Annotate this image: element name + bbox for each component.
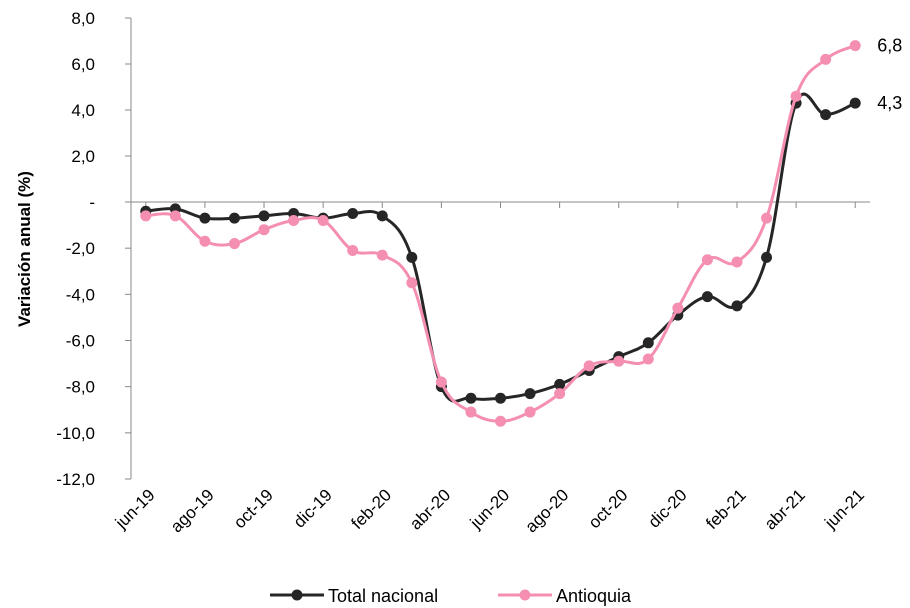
x-tick-label: oct-19	[230, 485, 277, 532]
y-tick-label: 6,0	[71, 55, 95, 74]
data-point-antioquia	[140, 210, 151, 221]
data-point-total-nacional	[702, 291, 713, 302]
data-point-antioquia	[820, 54, 831, 65]
legend-marker-total-nacional	[292, 590, 303, 601]
data-point-total-nacional	[199, 213, 210, 224]
x-tick-label: abr-20	[406, 485, 454, 533]
x-tick-label: abr-21	[761, 485, 809, 533]
data-point-total-nacional	[850, 98, 861, 109]
data-point-antioquia	[672, 303, 683, 314]
data-point-antioquia	[850, 40, 861, 51]
data-point-total-nacional	[347, 208, 358, 219]
data-point-antioquia	[259, 224, 270, 235]
data-point-antioquia	[495, 416, 506, 427]
legend: Total nacional Antioquia	[270, 586, 632, 606]
y-tick-label: -4,0	[66, 285, 95, 304]
data-point-total-nacional	[377, 210, 388, 221]
y-tick-label: 8,0	[71, 9, 95, 28]
y-tick-label: -2,0	[66, 239, 95, 258]
data-point-total-nacional	[495, 393, 506, 404]
series-line-antioquia	[146, 46, 855, 422]
series-line-total-nacional	[146, 94, 855, 401]
data-point-antioquia	[170, 210, 181, 221]
x-tick-label: oct-20	[585, 485, 632, 532]
data-point-antioquia	[791, 91, 802, 102]
end-label-total-nacional: 4,3	[877, 93, 902, 113]
data-point-antioquia	[761, 213, 772, 224]
data-point-antioquia	[199, 236, 210, 247]
y-tick-label: -	[89, 193, 95, 212]
data-point-antioquia	[406, 277, 417, 288]
data-point-antioquia	[318, 215, 329, 226]
x-tick-label: jun-20	[466, 485, 514, 533]
y-tick-label: -6,0	[66, 332, 95, 351]
data-point-antioquia	[347, 245, 358, 256]
data-point-antioquia	[702, 254, 713, 265]
data-point-total-nacional	[406, 252, 417, 263]
data-point-antioquia	[465, 407, 476, 418]
data-point-total-nacional	[643, 337, 654, 348]
x-tick-label: dic-19	[290, 485, 336, 531]
x-tick-label: ago-19	[167, 485, 218, 536]
y-tick-label: -8,0	[66, 378, 95, 397]
x-tick-label: dic-20	[645, 485, 691, 531]
x-tick-label: feb-20	[348, 485, 396, 533]
y-tick-label: 4,0	[71, 101, 95, 120]
data-point-antioquia	[229, 238, 240, 249]
legend-marker-antioquia	[520, 590, 531, 601]
series-layer	[140, 40, 860, 427]
data-point-antioquia	[731, 257, 742, 268]
data-point-total-nacional	[731, 300, 742, 311]
legend-label-total-nacional: Total nacional	[328, 586, 438, 606]
x-tick-label: feb-21	[702, 485, 750, 533]
x-tick-label: jun-21	[820, 485, 868, 533]
legend-label-antioquia: Antioquia	[556, 586, 632, 606]
x-axis: jun-19 ago-19 oct-19 dic-19 feb-20 abr-20 jun-…	[111, 202, 870, 536]
data-point-total-nacional	[761, 252, 772, 263]
data-point-antioquia	[613, 356, 624, 367]
data-point-total-nacional	[465, 393, 476, 404]
end-labels: 4,3 6,8	[877, 36, 902, 114]
x-tick-label: ago-20	[522, 485, 573, 536]
data-point-antioquia	[525, 407, 536, 418]
data-point-total-nacional	[525, 388, 536, 399]
data-point-antioquia	[288, 215, 299, 226]
y-tick-label: -12,0	[56, 470, 95, 489]
data-point-antioquia	[643, 353, 654, 364]
data-point-antioquia	[584, 360, 595, 371]
y-tick-label: -10,0	[56, 424, 95, 443]
data-point-total-nacional	[259, 210, 270, 221]
end-label-antioquia: 6,8	[877, 36, 902, 56]
data-point-antioquia	[377, 250, 388, 261]
y-axis-title: Variación anual (%)	[15, 171, 34, 327]
data-point-total-nacional	[820, 109, 831, 120]
data-point-total-nacional	[229, 213, 240, 224]
x-tick-label: jun-19	[111, 485, 159, 533]
y-axis: 8,0 6,0 4,0 2,0 - -2,0 -4,0 -6,0 -8,0 -10,0 -12,0	[56, 9, 131, 489]
data-point-antioquia	[436, 377, 447, 388]
data-point-antioquia	[554, 388, 565, 399]
y-tick-label: 2,0	[71, 147, 95, 166]
